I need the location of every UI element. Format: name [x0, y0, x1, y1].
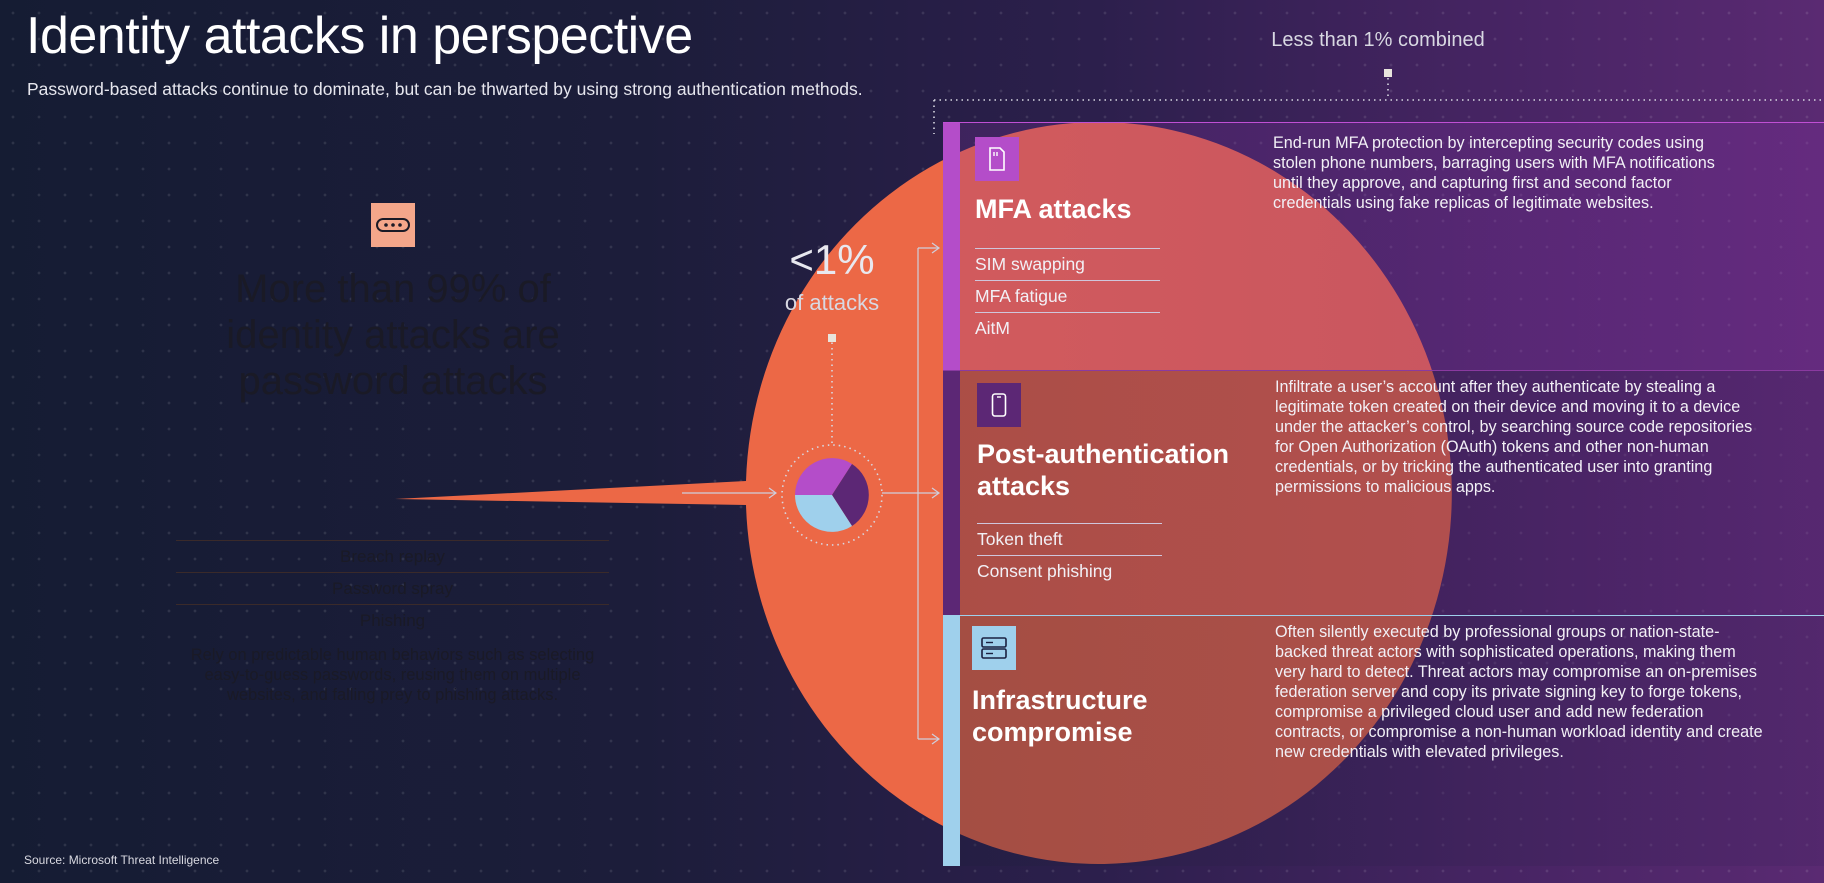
page-title: Identity attacks in perspective	[26, 7, 693, 65]
page-subtitle: Password-based attacks continue to domin…	[27, 79, 863, 99]
list-item: AitM	[975, 312, 1160, 344]
password-attack-types: Breach replay Password spray Phishing	[176, 540, 609, 636]
arrow-head-mfa	[931, 242, 941, 254]
post-auth-attack-types: Token theft Consent phishing	[977, 523, 1162, 587]
list-item: SIM swapping	[975, 248, 1160, 280]
arrow-head-post-auth	[931, 487, 941, 499]
connector-node	[828, 334, 836, 342]
panel-color-bar	[943, 371, 960, 615]
panel-color-bar	[943, 123, 960, 371]
small-pie-dotted-ring	[781, 444, 883, 546]
source-note: Source: Microsoft Threat Intelligence	[24, 853, 220, 867]
list-item: Password spray	[176, 572, 609, 604]
panel-description: Infiltrate a user’s account after they a…	[1275, 378, 1753, 496]
small-pie-chart	[795, 458, 869, 532]
small-pie-slice-mfa	[795, 458, 852, 495]
panel-title: MFA attacks	[975, 194, 1132, 224]
small-pie-slice-post-auth	[832, 464, 869, 526]
list-item: Consent phishing	[977, 555, 1162, 587]
list-item: Phishing	[176, 604, 609, 636]
infrastructure-compromise-panel: Infrastructure compromise Often silently…	[943, 615, 1824, 866]
combined-note: Less than 1% combined	[1271, 29, 1485, 51]
mfa-attacks-panel: MFA attacks SIM swapping MFA fatigue Ait…	[943, 122, 1824, 371]
arrow-head	[768, 487, 778, 499]
panel-description: Often silently executed by professional …	[1275, 623, 1763, 761]
arrow-head-infra	[931, 733, 941, 745]
password-icon	[371, 203, 415, 247]
password-attacks-description: Rely on predictable human behaviors such…	[190, 646, 595, 704]
combined-node	[1384, 69, 1392, 77]
small-pie-slice-infrastructure	[795, 495, 852, 532]
list-item: Breach replay	[176, 540, 609, 572]
other-attacks-label: of attacks	[784, 290, 880, 315]
post-auth-attacks-panel: Post-authentication attacks Token theft …	[943, 370, 1824, 615]
mfa-attack-types: SIM swapping MFA fatigue AitM	[975, 248, 1160, 344]
other-attacks-percent: <1%	[789, 236, 875, 283]
panel-color-bar	[943, 616, 960, 866]
panel-description: End-run MFA protection by intercepting s…	[1273, 134, 1715, 212]
panel-title: Post-authentication attacks	[977, 439, 1230, 501]
list-item: Token theft	[977, 523, 1162, 555]
server-icon	[972, 626, 1016, 670]
list-item: MFA fatigue	[975, 280, 1160, 312]
device-icon	[977, 383, 1021, 427]
password-attacks-headline: More than 99% of identity attacks are pa…	[226, 267, 560, 403]
sim-card-icon	[975, 137, 1019, 181]
panel-title: Infrastructure compromise	[972, 685, 1148, 747]
